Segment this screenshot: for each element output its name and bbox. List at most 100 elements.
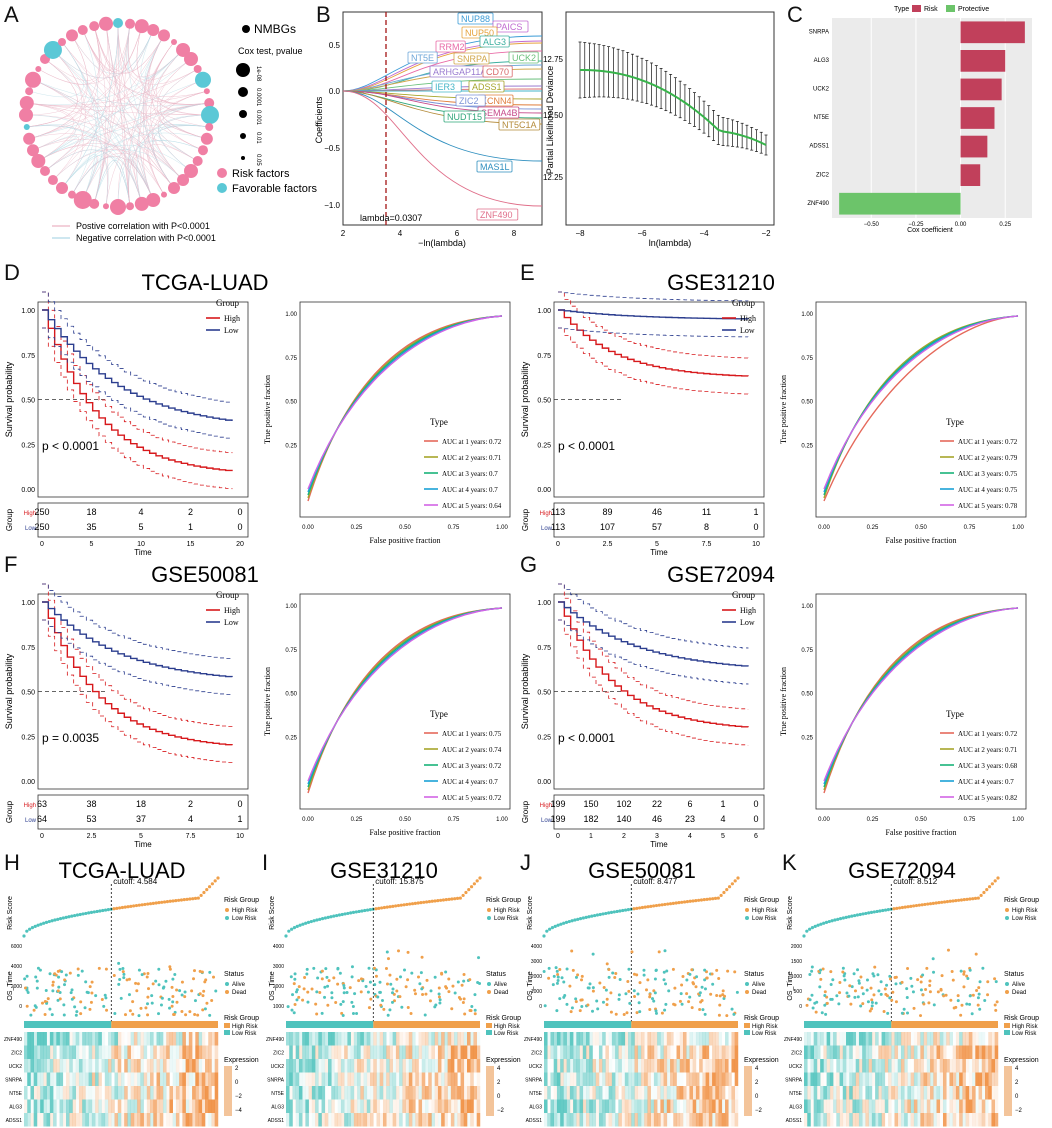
os-point xyxy=(679,992,683,996)
expression-cell xyxy=(431,1045,435,1059)
os-point xyxy=(654,1011,658,1015)
risk-score-point xyxy=(671,901,675,905)
expression-cell xyxy=(695,1086,700,1100)
expression-cell xyxy=(849,1099,853,1113)
expression-cell xyxy=(302,1045,306,1059)
expression-cell xyxy=(143,1045,148,1059)
expression-cell xyxy=(195,1032,199,1046)
os-point xyxy=(931,957,935,961)
os-point xyxy=(601,1000,605,1004)
expression-cell xyxy=(595,1032,600,1046)
expression-cell xyxy=(305,1099,309,1113)
expression-cell xyxy=(900,1045,905,1059)
expression-cell xyxy=(579,1086,584,1100)
risk-score-point xyxy=(830,919,834,923)
os-point xyxy=(451,984,455,988)
expression-cell xyxy=(162,1086,167,1100)
expression-cell xyxy=(437,1072,442,1086)
expression-cell xyxy=(208,1059,212,1073)
expression-cell xyxy=(813,1113,818,1127)
expression-cell xyxy=(634,1099,639,1113)
legend-low-risk: Low Risk xyxy=(232,916,257,922)
expression-cell xyxy=(680,1100,684,1114)
network-circle xyxy=(19,16,219,215)
expression-cell xyxy=(592,1059,597,1073)
risk-score-point xyxy=(441,898,446,902)
expression-cell xyxy=(380,1100,384,1114)
roc-legend-label: AUC at 3 years: 0.7 xyxy=(442,470,498,478)
expression-cell xyxy=(444,1059,448,1073)
expression-cell xyxy=(302,1099,306,1113)
expression-cell xyxy=(810,1072,814,1086)
os-point xyxy=(823,990,827,994)
expression-cell xyxy=(734,1045,739,1059)
km-ytick: 0.75 xyxy=(537,645,551,652)
expression-cell xyxy=(865,1099,869,1113)
expression-cell xyxy=(101,1059,106,1073)
deviance-curve-line xyxy=(579,69,767,146)
legend-low-risk-dot xyxy=(1005,916,1009,920)
expression-cell xyxy=(544,1032,548,1046)
expression-cell xyxy=(660,1099,664,1113)
os-point xyxy=(574,997,578,1001)
os-point xyxy=(74,1013,78,1017)
correlation-edge xyxy=(38,23,108,85)
expression-cell xyxy=(40,1045,44,1059)
deviance-ytick: 12.25 xyxy=(543,173,564,182)
expression-cell xyxy=(728,1059,732,1073)
expression-cell xyxy=(431,1059,435,1073)
expression-cell xyxy=(679,1059,684,1073)
expression-cell xyxy=(985,1045,989,1059)
os-point xyxy=(586,986,590,990)
correlation-edge xyxy=(44,149,131,207)
expression-cell xyxy=(36,1086,41,1100)
expression-cell xyxy=(441,1045,445,1059)
os-point xyxy=(959,969,963,973)
expression-cell xyxy=(308,1045,313,1059)
os-point xyxy=(888,996,892,1000)
risk-row-low-label: Low xyxy=(541,526,553,532)
expression-cell xyxy=(842,1086,847,1100)
expression-cell xyxy=(689,1072,693,1086)
gene-label: NT5C1A xyxy=(502,120,537,130)
os-point xyxy=(397,949,401,953)
correlation-edge xyxy=(151,41,204,151)
os-point xyxy=(290,1008,294,1012)
expression-cell xyxy=(24,1045,28,1059)
expression-cell xyxy=(428,1045,432,1059)
expression-cell xyxy=(62,1045,67,1059)
os-point xyxy=(652,989,656,993)
os-point xyxy=(815,1000,819,1004)
os-point xyxy=(580,1005,584,1009)
os-point xyxy=(188,1010,192,1014)
risk-score-point xyxy=(598,912,602,917)
os-point xyxy=(35,979,39,983)
expression-cell xyxy=(849,1113,853,1127)
expression-cell xyxy=(994,1086,999,1100)
legend-nmbgs-dot xyxy=(242,25,250,33)
dataset-title: TCGA-LUAD xyxy=(141,270,268,295)
os-point xyxy=(86,991,90,995)
expression-cell xyxy=(208,1045,212,1059)
expression-cell xyxy=(450,1059,455,1073)
expression-cell xyxy=(725,1113,729,1127)
expression-cell xyxy=(324,1045,329,1059)
os-point xyxy=(293,1002,297,1006)
gene-node xyxy=(134,196,149,211)
roc-plot-area xyxy=(815,301,1027,518)
expression-cell xyxy=(942,1072,947,1086)
km-legend-low: Low xyxy=(740,326,755,335)
risk-score-point xyxy=(892,907,896,911)
expression-cell xyxy=(350,1113,355,1127)
roc-legend-label: AUC at 3 years: 0.72 xyxy=(442,762,502,770)
km-ylabel: Survival probability xyxy=(4,361,14,437)
size-legend-label: 0.001 xyxy=(255,110,261,126)
expression-cell xyxy=(424,1045,429,1059)
expression-cell xyxy=(820,1099,824,1113)
risk-score-point xyxy=(657,903,661,907)
os-point xyxy=(318,990,322,994)
risk-score-point xyxy=(853,913,857,918)
expression-cell xyxy=(926,1045,931,1059)
expression-cell xyxy=(718,1113,723,1127)
os-point xyxy=(84,980,88,984)
